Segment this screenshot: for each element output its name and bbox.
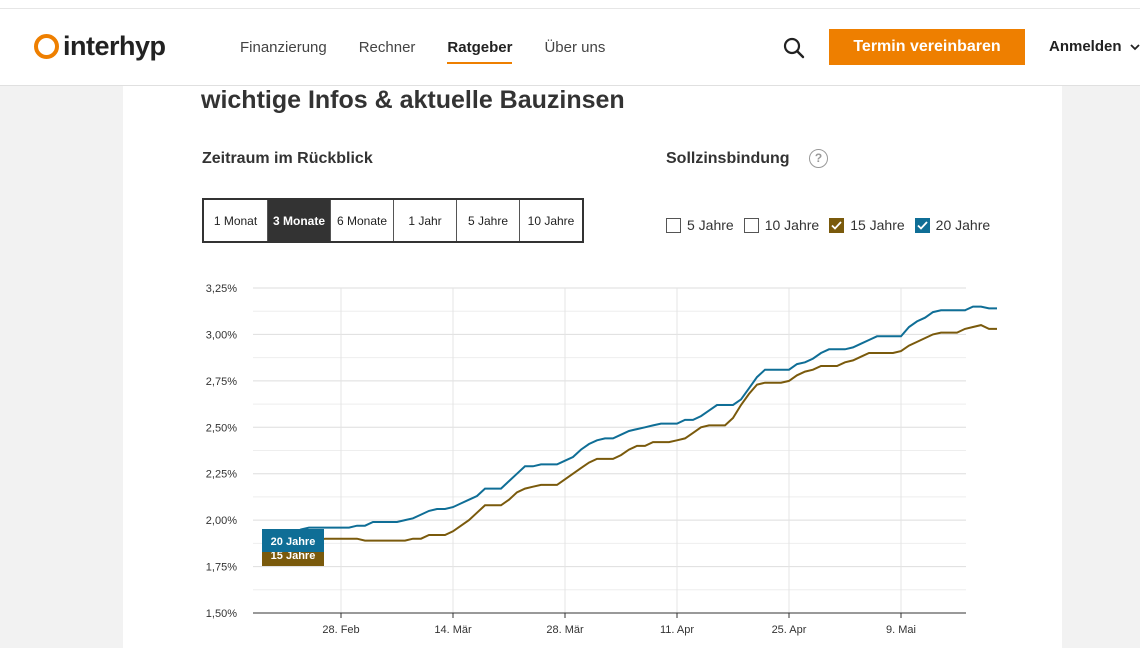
checkbox-20-jahre[interactable]: 20 Jahre — [914, 217, 991, 233]
interest-rate-chart: 3,25% 3,00% 2,75% 2,50% 2,25% 2,00% 1,75% 1,50%… — [206, 283, 997, 636]
checkbox-empty-icon — [666, 217, 681, 233]
nav-item-ratgeber[interactable]: Ratgeber — [447, 9, 513, 86]
appointment-button[interactable]: Termin vereinbaren — [829, 29, 1025, 65]
nav-item-ueber-uns[interactable]: Über uns — [544, 39, 606, 56]
help-icon[interactable]: ? — [809, 149, 828, 168]
site-header: interhyp Finanzierung Rechner Ratgeber Ü… — [0, 9, 1140, 86]
main-nav: Finanzierung Rechner Ratgeber Über uns — [240, 9, 637, 86]
checkbox-5-jahre[interactable]: 5 Jahre — [666, 217, 734, 233]
checkmark-icon — [829, 217, 845, 233]
search-icon[interactable] — [782, 36, 806, 60]
checkbox-label: 10 Jahre — [764, 217, 820, 233]
login-label: Anmelden — [1049, 38, 1122, 55]
login-menu[interactable]: Anmelden — [1049, 38, 1140, 55]
y-tick-label: 1,75% — [206, 562, 237, 574]
period-5-jahre[interactable]: 5 Jahre — [457, 200, 520, 241]
top-strip — [0, 0, 1140, 9]
y-tick-label: 3,25% — [206, 283, 237, 295]
checkbox-10-jahre[interactable]: 10 Jahre — [743, 217, 820, 233]
checkbox-label: 5 Jahre — [687, 217, 734, 233]
series-start-label-bg — [262, 529, 324, 552]
fixation-checkboxes: 5 Jahre 10 Jahre 15 Jahre 20 Jahre — [666, 217, 1000, 233]
checkbox-empty-icon — [743, 217, 759, 233]
x-tick-label: 9. Mai — [886, 624, 916, 636]
period-1-monat[interactable]: 1 Monat — [204, 200, 268, 241]
x-tick-label: 28. Feb — [322, 624, 359, 636]
period-1-jahr[interactable]: 1 Jahr — [394, 200, 457, 241]
content-card: wichtige Infos & aktuelle Bauzinsen Zeit… — [123, 86, 1062, 648]
checkbox-label: 20 Jahre — [935, 217, 991, 233]
period-6-monate[interactable]: 6 Monate — [331, 200, 394, 241]
logo[interactable]: interhyp — [34, 31, 166, 62]
nav-item-rechner[interactable]: Rechner — [358, 39, 416, 56]
series-line — [276, 305, 997, 546]
y-tick-label: 2,25% — [206, 469, 237, 481]
checkmark-icon — [914, 217, 930, 233]
chevron-down-icon — [1129, 43, 1140, 50]
x-tick-label: 25. Apr — [772, 624, 807, 636]
y-tick-label: 3,00% — [206, 329, 237, 341]
y-tick-label: 2,75% — [206, 376, 237, 388]
checkbox-15-jahre[interactable]: 15 Jahre — [829, 217, 905, 233]
series-line — [276, 324, 997, 559]
x-tick-label: 28. Mär — [546, 624, 584, 636]
nav-item-finanzierung[interactable]: Finanzierung — [240, 39, 327, 56]
y-tick-label: 1,50% — [206, 608, 237, 620]
series-start-label: 20 Jahre — [271, 536, 316, 548]
x-tick-label: 11. Apr — [660, 624, 694, 636]
period-3-monate[interactable]: 3 Monate — [268, 200, 331, 241]
y-tick-label: 2,00% — [206, 515, 237, 527]
x-tick-label: 14. Mär — [434, 624, 472, 636]
logo-text: interhyp — [63, 31, 166, 61]
checkbox-label: 15 Jahre — [850, 217, 905, 233]
period-10-jahre[interactable]: 10 Jahre — [527, 213, 575, 228]
period-label: Zeitraum im Rückblick — [202, 150, 373, 167]
y-tick-label: 2,50% — [206, 422, 237, 434]
series-start-label: 15 Jahre — [271, 550, 316, 562]
logo-ring-icon — [34, 34, 59, 59]
fixation-label: Sollzinsbindung — [666, 150, 790, 167]
period-selector: 1 Monat 3 Monate 6 Monate 1 Jahr 5 Jahre… — [202, 198, 584, 243]
page-heading: wichtige Infos & aktuelle Bauzinsen — [201, 86, 625, 114]
